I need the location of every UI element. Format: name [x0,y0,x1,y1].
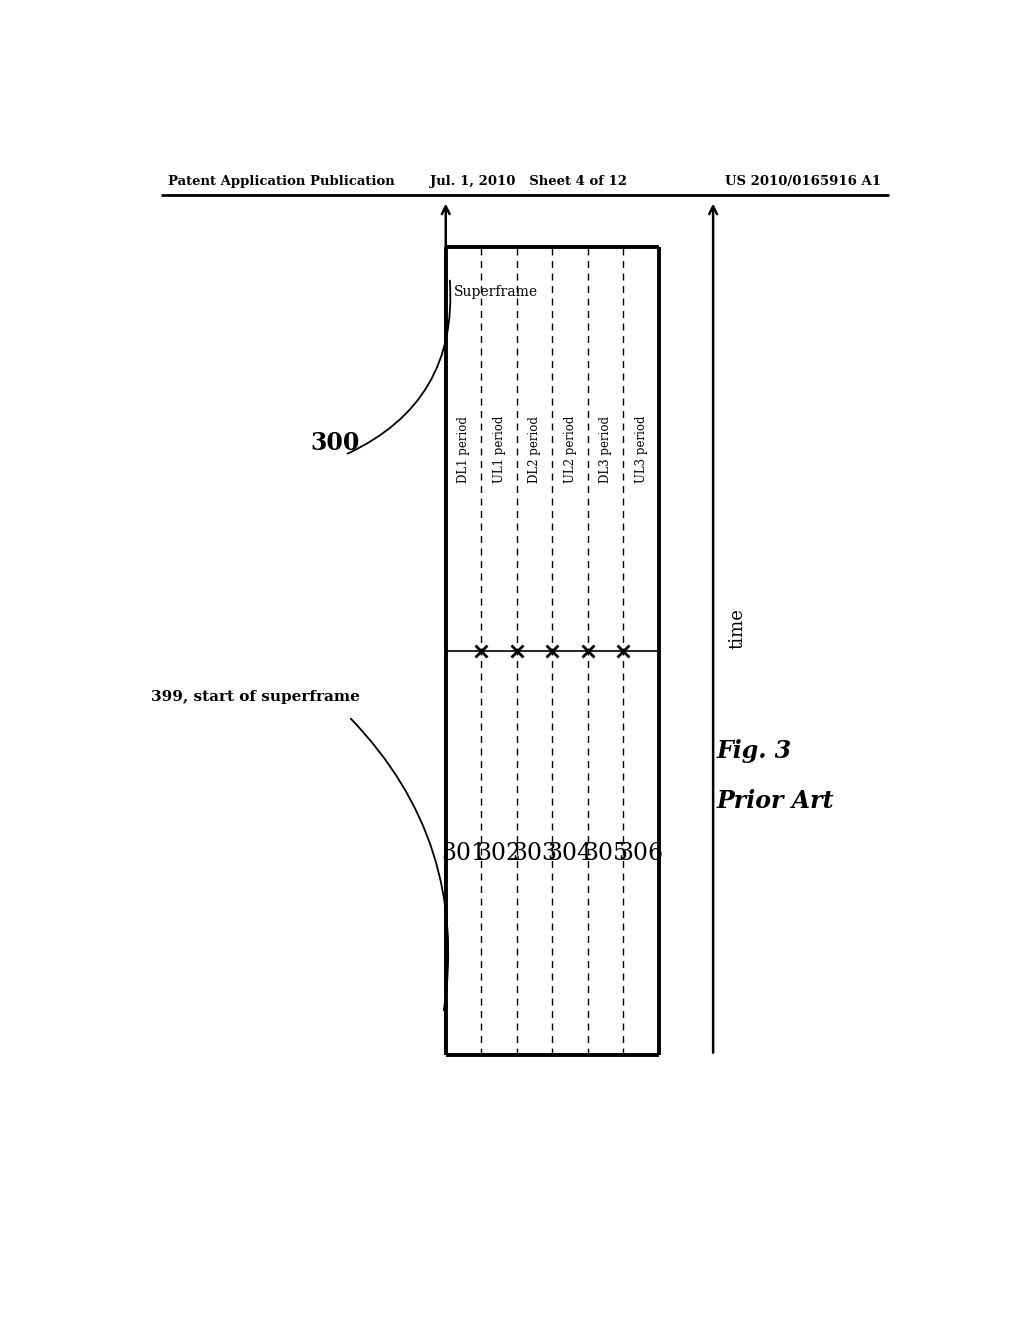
Text: US 2010/0165916 A1: US 2010/0165916 A1 [725,176,882,189]
Text: UL2 period: UL2 period [563,416,577,483]
Text: 303: 303 [512,842,557,865]
Text: 305: 305 [583,842,628,865]
Text: Fig. 3: Fig. 3 [717,739,793,763]
Text: DL3 period: DL3 period [599,416,612,483]
Text: Jul. 1, 2010   Sheet 4 of 12: Jul. 1, 2010 Sheet 4 of 12 [430,176,628,189]
Text: Superframe: Superframe [454,285,538,300]
Text: 306: 306 [618,842,664,865]
Text: DL2 period: DL2 period [528,416,541,483]
Text: UL1 period: UL1 period [493,416,506,483]
Text: Patent Application Publication: Patent Application Publication [168,176,395,189]
Text: DL1 period: DL1 period [457,416,470,483]
Text: UL3 period: UL3 period [635,416,647,483]
Text: 300: 300 [310,432,359,455]
Text: 301: 301 [441,842,486,865]
Text: time: time [729,607,746,648]
Text: 399, start of superframe: 399, start of superframe [152,690,360,705]
Text: 302: 302 [476,842,521,865]
Text: 304: 304 [548,842,593,865]
Text: Prior Art: Prior Art [717,789,835,813]
